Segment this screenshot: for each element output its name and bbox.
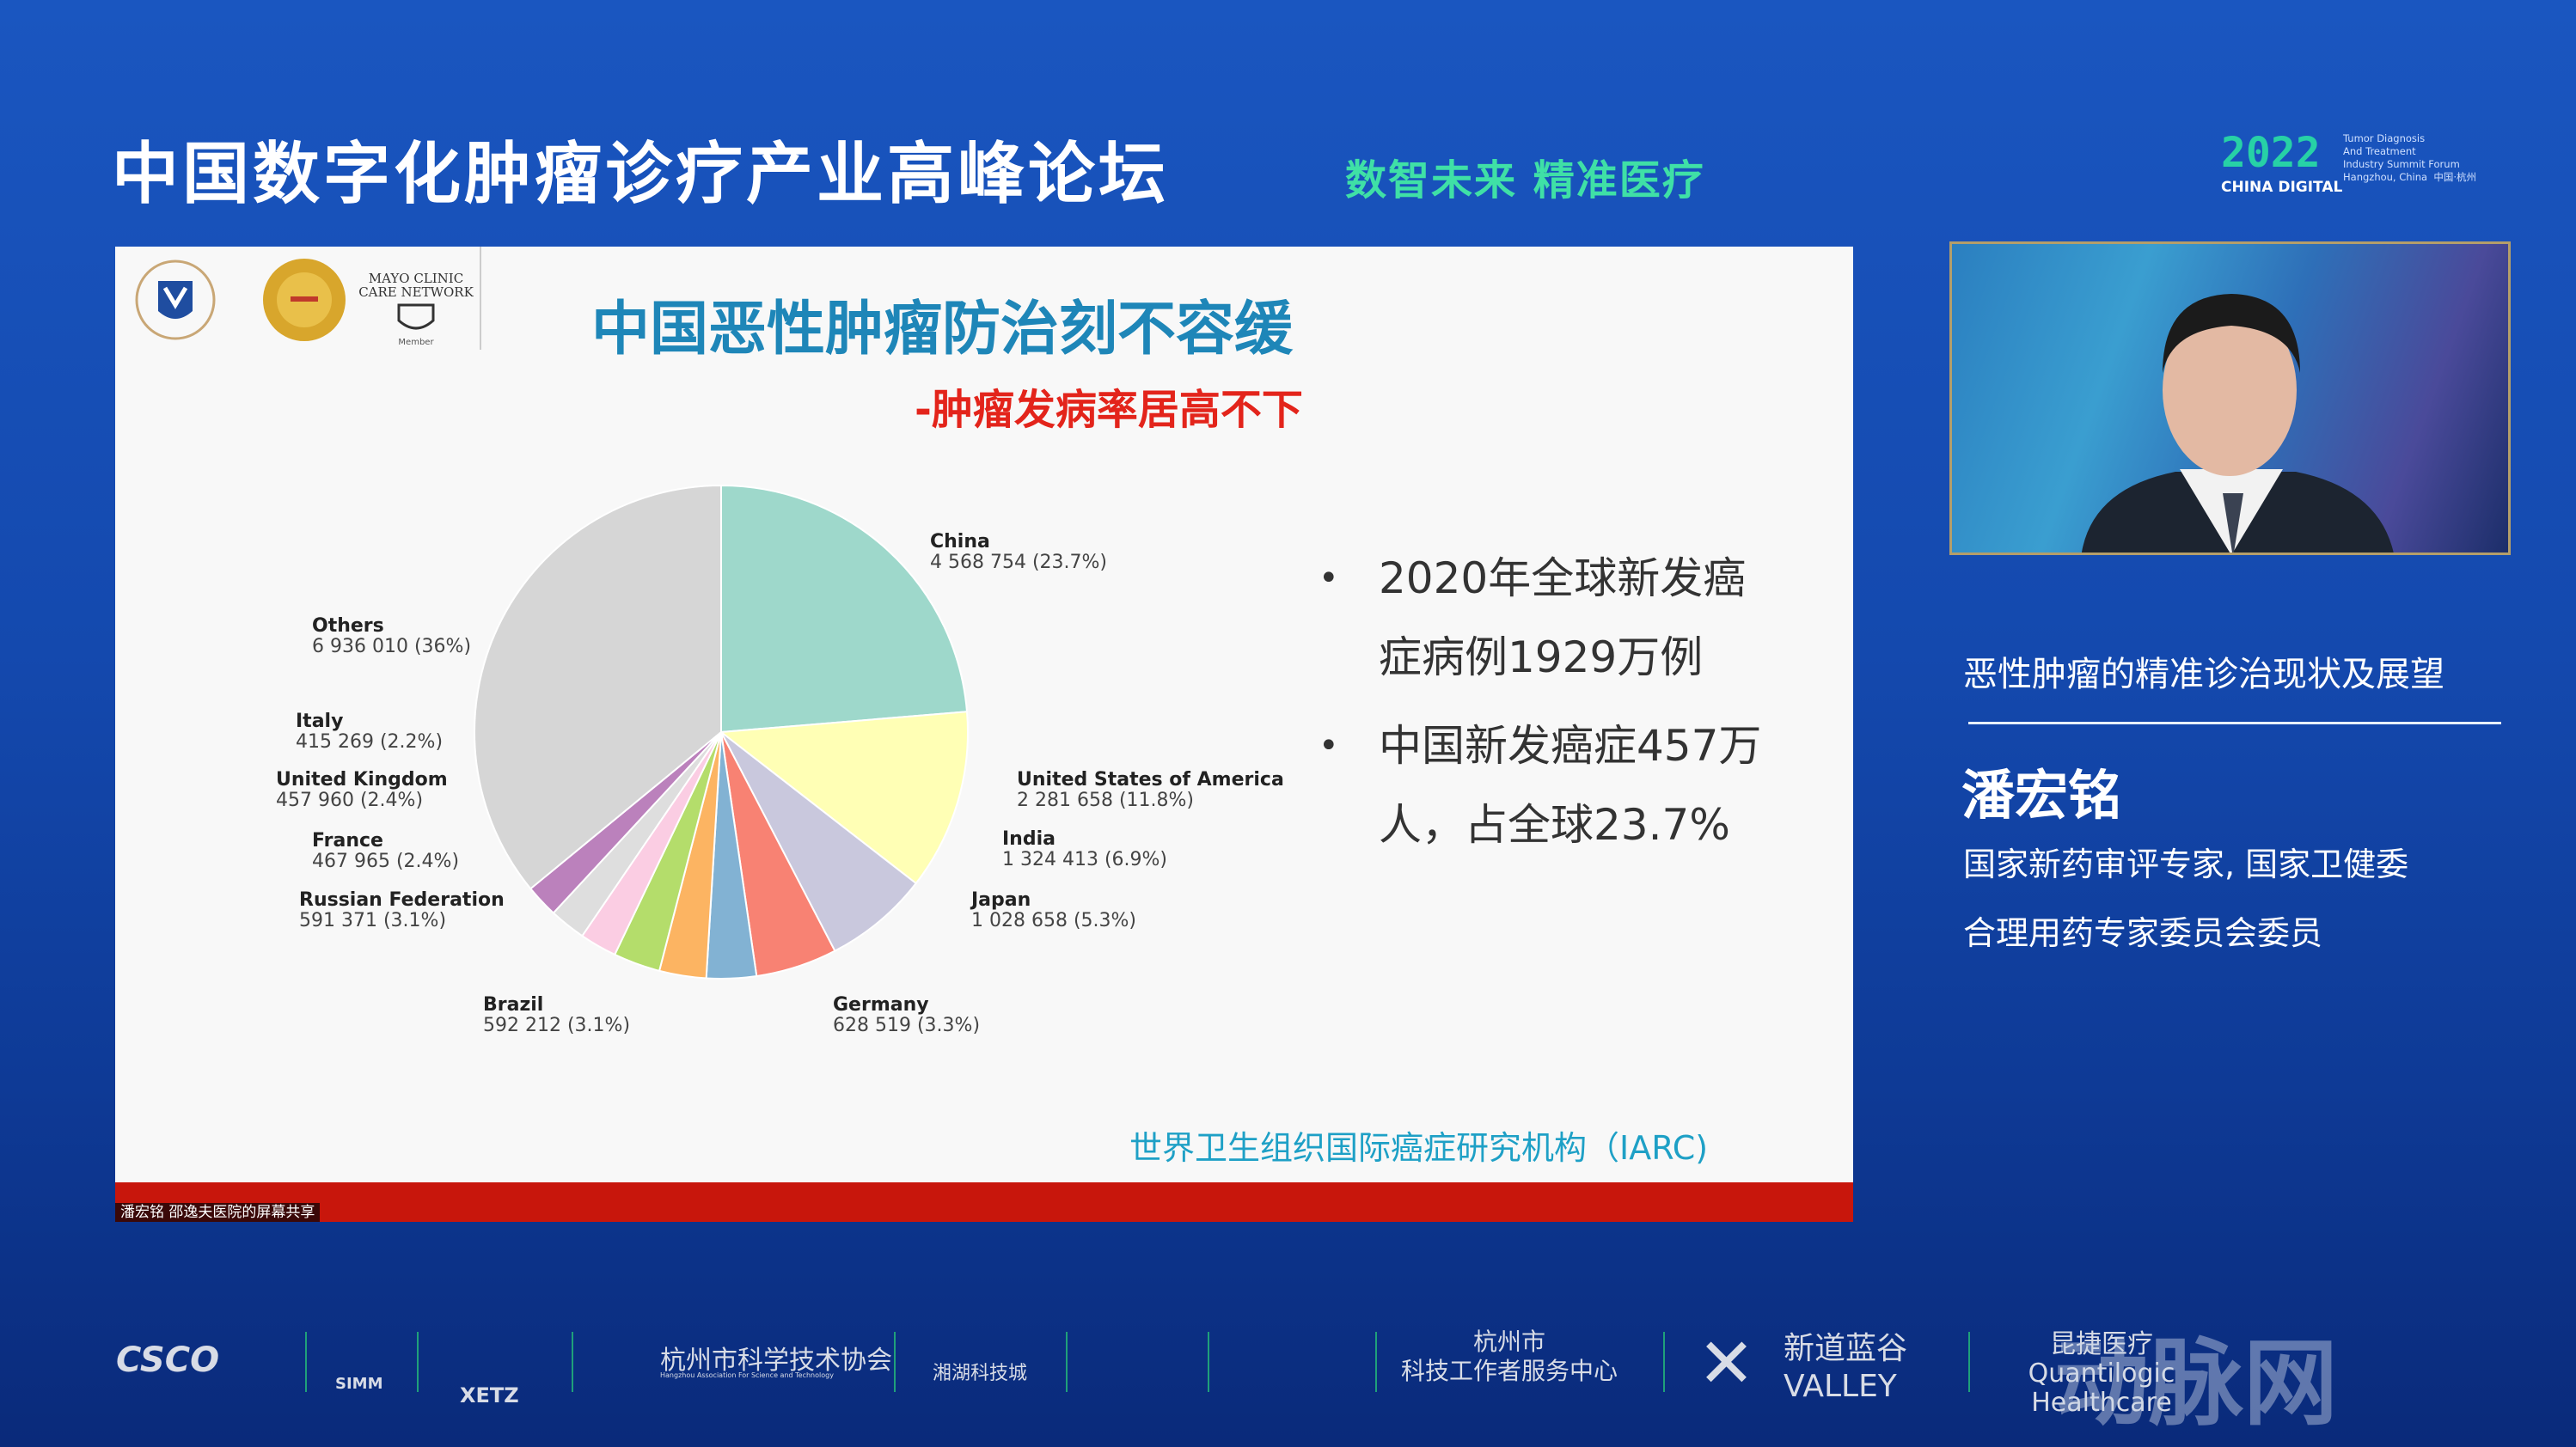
pie-label-name: Germany <box>833 994 929 1016</box>
pie-label-value: 6 936 010 (36%) <box>312 636 472 657</box>
sponsor-sep <box>572 1332 573 1392</box>
valley-x-icon: ✕ <box>1698 1323 1756 1403</box>
bullet-2: • 中国新发癌症457万 人，占全球23.7% <box>1319 706 1762 864</box>
slide-title: 中国恶性肿瘤防治刻不容缓 <box>591 296 1294 363</box>
pie-label-value: 591 371 (3.1%) <box>299 910 447 931</box>
watermark: 动脉网 <box>2054 1328 2338 1438</box>
sponsor-service-center: 杭州市 科技工作者服务中心 <box>1401 1328 1618 1385</box>
bullet-1-line1: 2020年全球新发癌 <box>1379 553 1747 603</box>
pie-label-name: Russian Federation <box>299 889 505 911</box>
sponsor-sep <box>894 1332 896 1392</box>
sponsor-quantilogic: 昆捷医疗 Quantilogic Healthcare <box>2028 1329 2175 1418</box>
pie-slice-india <box>720 731 918 953</box>
pie-label-value: 628 519 (3.3%) <box>833 1015 981 1036</box>
pie-label-value: 457 960 (2.4%) <box>276 790 424 811</box>
speaker-desc-2: 合理用药专家委员会委员 <box>1963 914 2323 952</box>
pie-label-india: India 1 324 413 (6.9%) <box>1002 829 1167 870</box>
mayo-member: Member <box>398 338 434 347</box>
pie-label-value: 467 965 (2.4%) <box>312 851 460 872</box>
sponsor-sep <box>1663 1332 1665 1392</box>
pie-label-china: China 4 568 754 (23.7%) <box>930 532 1107 573</box>
pie-label-name: United States of America <box>1017 769 1284 791</box>
speaker-video <box>1949 241 2511 555</box>
slide-logos: MAYO CLINIC CARE NETWORK Member <box>132 257 597 347</box>
pie-slice-others <box>474 484 722 890</box>
pie-label-value: 415 269 (2.2%) <box>296 731 444 753</box>
pie-label-value: 1 028 658 (5.3%) <box>971 910 1137 931</box>
mayo-line1: MAYO CLINIC <box>369 271 463 286</box>
shared-slide: MAYO CLINIC CARE NETWORK Member 中国恶性肿瘤防治… <box>115 247 1853 1182</box>
pie-label-value: 2 281 658 (11.8%) <box>1017 790 1195 811</box>
speaker-person-icon <box>2082 294 2394 553</box>
pie-label-united-states-of-america: United States of America 2 281 658 (11.8%… <box>1017 770 1284 811</box>
pie-label-name: Japan <box>971 889 1031 911</box>
pie-label-value: 592 212 (3.1%) <box>483 1015 631 1036</box>
sponsor-xiangshan: 湘湖科技城 <box>933 1363 1028 1384</box>
pie-label-name: Italy <box>296 711 344 732</box>
sponsor-xetz: XETZ <box>460 1383 519 1407</box>
bullet-1: • 2020年全球新发癌 症病例1929万例 <box>1319 539 1747 697</box>
pie-slice-china <box>720 484 969 734</box>
forum-title: 中国数字化肿瘤诊疗产业高峰论坛 <box>112 136 1170 213</box>
slide-subtitle: -肿瘤发病率居高不下 <box>915 386 1303 434</box>
brand-subtitle: Tumor Diagnosis And Treatment Industry S… <box>2343 132 2477 183</box>
speaker-desc-1: 国家新药审评专家, 国家卫健委 <box>1963 846 2409 883</box>
sponsor-sep <box>1375 1332 1377 1392</box>
bullet-2-line1: 中国新发癌症457万 <box>1379 721 1762 771</box>
talk-title: 恶性肿瘤的精准诊治现状及展望 <box>1963 655 2444 694</box>
pie-label-name: India <box>1002 828 1055 850</box>
pie-label-name: Others <box>312 615 384 637</box>
speaker-divider <box>1968 722 2501 724</box>
bullet-2-line2: 人，占全球23.7% <box>1379 800 1730 850</box>
pie-label-value: 4 568 754 (23.7%) <box>930 552 1108 573</box>
brand-logo: 2022 CHINA DIGITAL Tumor Diagnosis And T… <box>2221 129 2513 198</box>
sponsor-simm: SIMM <box>335 1375 383 1393</box>
pie-label-others: Others 6 936 010 (36%) <box>312 616 471 657</box>
sponsor-sep <box>1968 1332 1970 1392</box>
brand-year: 2022 <box>2221 129 2321 177</box>
sponsor-sep <box>305 1332 307 1392</box>
screen-share-caption: 潘宏铭 邵逸夫医院的屏幕共享 <box>115 1203 321 1222</box>
pie-label-name: United Kingdom <box>276 769 448 791</box>
source-note: 世界卫生组织国际癌症研究机构（IARC) <box>1129 1129 1709 1167</box>
hospital-logos-icon: MAYO CLINIC CARE NETWORK Member <box>135 259 474 347</box>
pie-label-name: Brazil <box>483 994 544 1016</box>
forum-slogan: 数智未来 精准医疗 <box>1345 156 1705 205</box>
pie-label-name: France <box>312 830 383 852</box>
bullet-1-line2: 症病例1929万例 <box>1379 632 1704 682</box>
pie-label-germany: Germany 628 519 (3.3%) <box>833 995 980 1036</box>
sponsor-sep <box>1208 1332 1209 1392</box>
sponsor-hast: 杭州市科学技术协会 <box>660 1346 892 1376</box>
pie-label-united-kingdom: United Kingdom 457 960 (2.4%) <box>276 770 448 811</box>
sponsor-csco: CSCO <box>116 1340 220 1380</box>
speaker-name: 潘宏铭 <box>1961 764 2122 827</box>
pie-chart <box>474 484 969 980</box>
sponsor-valley: 新道蓝谷 VALLEY <box>1784 1331 1908 1404</box>
logo-divider <box>480 247 481 350</box>
brand-name: CHINA DIGITAL <box>2221 179 2343 196</box>
sponsor-hast-sub: Hangzhou Association For Science and Tec… <box>660 1371 834 1379</box>
slide-bottom-bar <box>115 1182 1853 1222</box>
pie-slice-united-states-of-america <box>719 711 969 885</box>
pie-label-italy: Italy 415 269 (2.2%) <box>296 711 443 753</box>
bullet-dot-icon: • <box>1319 559 1339 598</box>
pie-label-value: 1 324 413 (6.9%) <box>1002 849 1168 870</box>
bullet-dot-icon: • <box>1319 726 1339 766</box>
sponsor-sep <box>1066 1332 1068 1392</box>
pie-label-france: France 467 965 (2.4%) <box>312 831 459 872</box>
mayo-line2: CARE NETWORK <box>358 284 474 300</box>
pie-label-name: China <box>930 531 990 553</box>
sponsor-sep <box>417 1332 419 1392</box>
pie-label-russian-federation: Russian Federation 591 371 (3.1%) <box>299 890 505 931</box>
pie-label-japan: Japan 1 028 658 (5.3%) <box>971 890 1136 931</box>
pie-label-brazil: Brazil 592 212 (3.1%) <box>483 995 630 1036</box>
